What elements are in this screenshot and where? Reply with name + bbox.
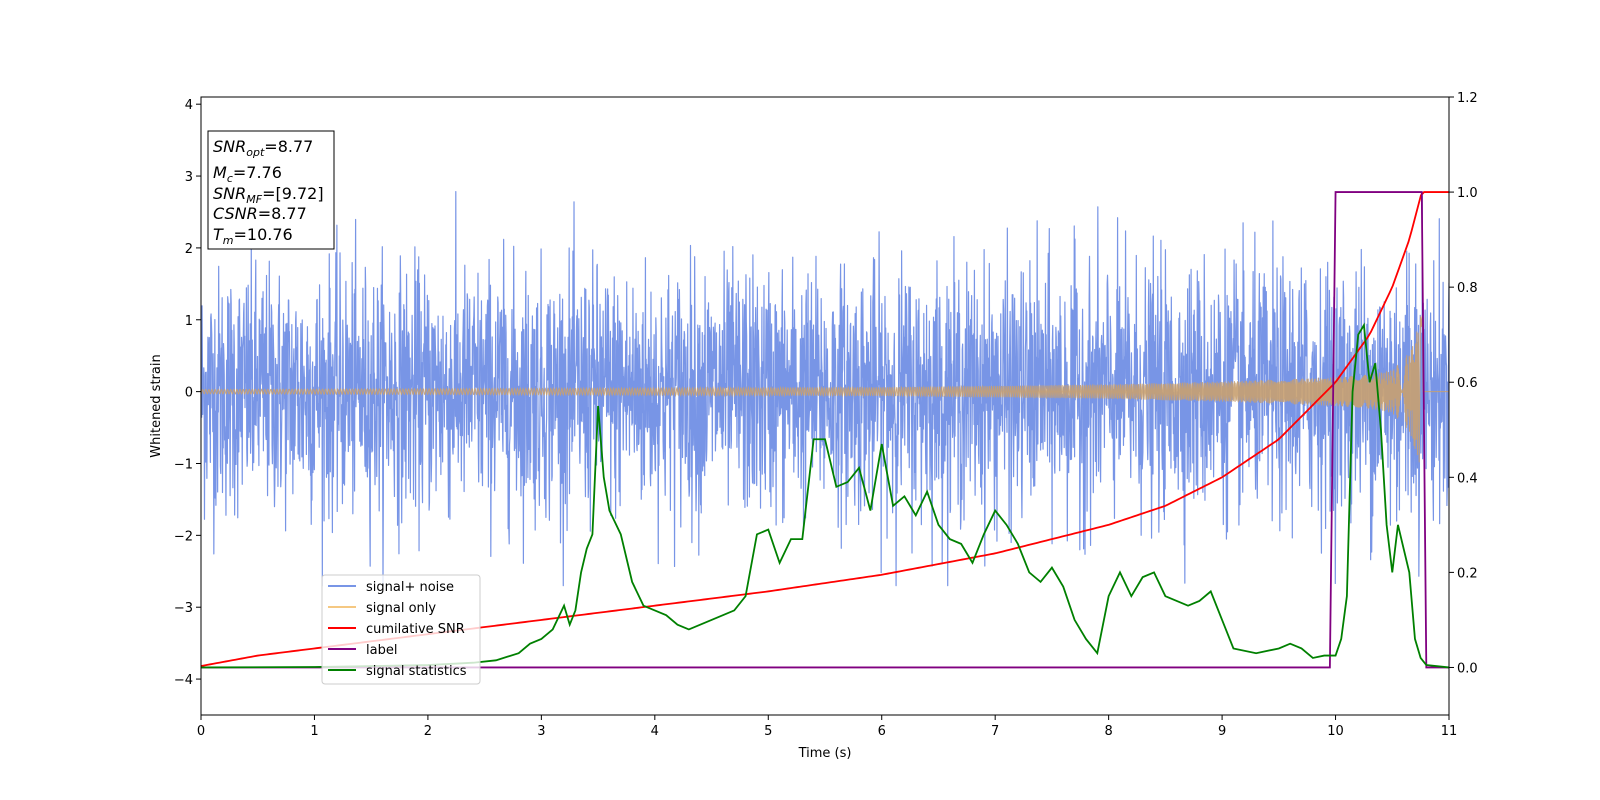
series-signal-statistics — [201, 322, 1449, 669]
legend: signal+ noise signal only cumilative SNR la… — [321, 574, 481, 685]
info-snr-mf: SNRMF=[9.72] — [213, 184, 324, 206]
y-tick-label: −2 — [174, 529, 193, 544]
x-tick-label: 5 — [764, 724, 772, 739]
y-tick-label: −3 — [174, 601, 193, 616]
y-tick-label: −1 — [174, 457, 193, 472]
x-tick-label: 0 — [197, 724, 205, 739]
legend-entry: cumilative SNR — [366, 622, 465, 637]
x-tick-label: 8 — [1104, 724, 1112, 739]
info-csnr: CSNR=8.77 — [213, 204, 307, 223]
x-tick-label: 6 — [878, 724, 886, 739]
x-tick-label: 3 — [537, 724, 545, 739]
y2-tick-label: 0.2 — [1457, 566, 1478, 581]
y2-tick-label: 0.0 — [1457, 661, 1478, 676]
legend-entry: signal statistics — [366, 664, 467, 679]
y-axis-label: Whitened strain — [149, 354, 164, 457]
series-signal-only — [201, 315, 1449, 463]
legend-entry: label — [366, 643, 397, 658]
y2-tick-label: 0.6 — [1457, 376, 1478, 391]
y2-tick-label: 1.0 — [1457, 186, 1478, 201]
axes-frame — [200, 96, 1450, 716]
y-tick-label: −4 — [174, 673, 193, 688]
x-tick-label: 1 — [310, 724, 318, 739]
x-tick-label: 11 — [1441, 724, 1458, 739]
x-tick-label: 2 — [424, 724, 432, 739]
info-box-frame — [207, 130, 335, 250]
y-tick-label: 2 — [185, 242, 193, 257]
info-tm: Tm=10.76 — [213, 225, 293, 247]
x-tick-label: 9 — [1218, 724, 1226, 739]
y2-tick-label: 0.4 — [1457, 471, 1478, 486]
y2-tick-label: 0.8 — [1457, 281, 1478, 296]
legend-entry: signal only — [366, 601, 436, 616]
y2-tick-label: 1.2 — [1457, 91, 1478, 106]
y2-axis-ticks: 0.0 0.2 0.4 0.6 0.8 1.0 1.2 — [1449, 91, 1478, 676]
x-tick-label: 10 — [1327, 724, 1344, 739]
y-tick-label: 0 — [185, 386, 193, 401]
y-tick-label: 1 — [185, 314, 193, 329]
y-tick-label: 4 — [185, 98, 193, 113]
x-tick-label: 4 — [651, 724, 659, 739]
x-axis-label: Time (s) — [798, 746, 852, 761]
legend-frame — [321, 574, 481, 685]
series-label — [201, 191, 1449, 669]
info-box: SNRopt=8.77 Mc=7.76 SNRMF=[9.72] CSNR=8.… — [207, 130, 335, 250]
x-tick-label: 7 — [991, 724, 999, 739]
legend-entry: signal+ noise — [366, 580, 454, 595]
y-axis-ticks: −4 −3 −2 −1 0 1 2 3 4 — [174, 98, 201, 688]
info-snr-opt: SNRopt=8.77 — [213, 137, 313, 159]
x-axis-ticks: 0 1 2 3 4 5 6 7 8 9 10 11 — [197, 715, 1457, 739]
info-mc: Mc=7.76 — [213, 163, 282, 185]
series-signal-noise — [201, 190, 1449, 587]
y-tick-label: 3 — [185, 170, 193, 185]
